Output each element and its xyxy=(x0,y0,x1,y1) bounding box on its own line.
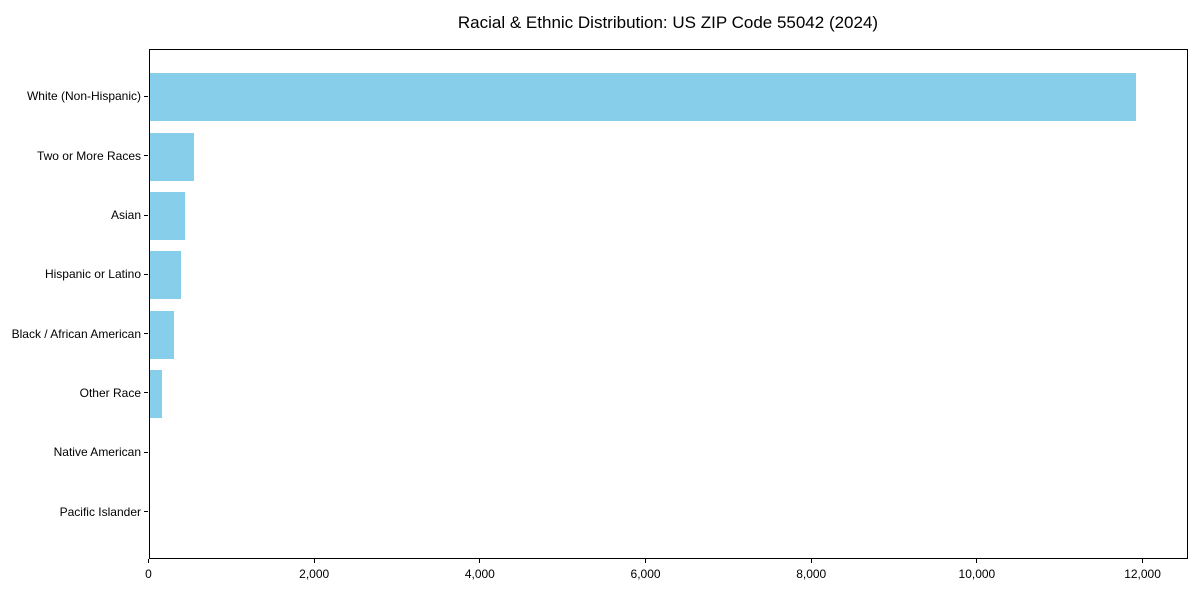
plot-area xyxy=(148,49,1188,559)
y-tick-label-pacific-islander: Pacific Islander xyxy=(59,504,141,519)
y-tick-mark xyxy=(144,95,148,97)
x-tick-label-10-000: 10,000 xyxy=(958,567,996,581)
x-tick-mark xyxy=(810,559,812,563)
y-tick-mark xyxy=(144,273,148,275)
x-tick-mark xyxy=(645,559,647,563)
y-tick-label-asian: Asian xyxy=(110,208,141,223)
x-tick-mark xyxy=(313,559,315,563)
x-tick-label-4-000: 4,000 xyxy=(464,567,495,581)
y-tick-label-white-non-hispanic: White (Non-Hispanic) xyxy=(26,89,141,104)
x-tick-label-2-000: 2,000 xyxy=(299,567,330,581)
x-tick-label-6-000: 6,000 xyxy=(630,567,661,581)
bar-two-or-more-races xyxy=(149,132,195,181)
y-tick-mark xyxy=(144,392,148,394)
bar-asian xyxy=(149,192,186,241)
x-tick-mark xyxy=(479,559,481,563)
x-tick-mark xyxy=(148,559,149,563)
x-tick-mark xyxy=(1142,559,1144,563)
bar-black-african-american xyxy=(149,310,175,359)
y-tick-label-native-american: Native American xyxy=(53,445,141,460)
bar-other-race xyxy=(149,369,162,418)
y-tick-mark xyxy=(144,214,148,216)
y-tick-mark xyxy=(144,451,148,453)
x-tick-label-12-000: 12,000 xyxy=(1124,567,1161,581)
bar-hispanic-or-latino xyxy=(149,251,181,300)
y-tick-label-two-or-more-races: Two or More Races xyxy=(36,148,141,163)
bar-white-non-hispanic xyxy=(149,73,1137,122)
y-tick-label-hispanic-or-latino: Hispanic or Latino xyxy=(44,267,141,282)
chart-title: Racial & Ethnic Distribution: US ZIP Cod… xyxy=(457,13,879,32)
x-tick-label-8-000: 8,000 xyxy=(796,567,827,581)
y-tick-label-black-african-american: Black / African American xyxy=(11,326,141,341)
y-tick-mark xyxy=(144,511,148,513)
x-tick-mark xyxy=(976,559,978,563)
y-tick-mark xyxy=(144,333,148,335)
y-tick-label-other-race: Other Race xyxy=(79,385,141,400)
y-tick-mark xyxy=(144,155,148,157)
x-tick-label-0: 0 xyxy=(145,567,152,581)
